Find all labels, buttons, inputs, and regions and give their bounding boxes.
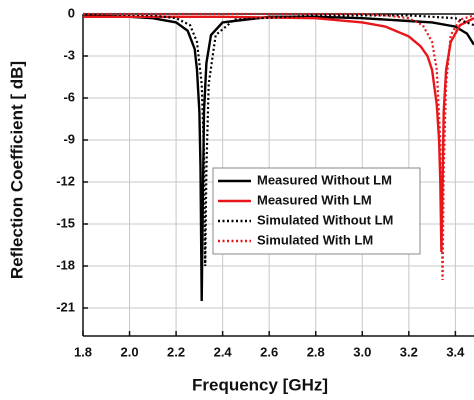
series-line	[82, 12, 474, 267]
x-tick-label: 2.4	[214, 344, 233, 359]
legend-label: Simulated Without LM	[257, 212, 393, 227]
x-tick-label: 2.2	[167, 344, 185, 359]
y-tick-label: -12	[56, 173, 75, 188]
series-line	[83, 15, 474, 253]
legend-box	[212, 167, 421, 255]
y-tick-label: -9	[63, 131, 75, 146]
y-tick-label: -21	[56, 299, 75, 314]
y-tick-label: 0	[68, 5, 75, 20]
series-line	[82, 14, 474, 302]
legend-label: Measured With LM	[257, 192, 372, 207]
y-axis-title: Reflection Coefficient [ dB]	[7, 61, 26, 279]
y-tick-label: -6	[63, 89, 75, 104]
x-axis-title: Frequency [GHz]	[192, 375, 328, 394]
y-tick-label: -15	[56, 215, 75, 230]
y-tick-label: -18	[56, 257, 75, 272]
x-tick-label: 3.4	[446, 344, 465, 359]
series-line	[83, 12, 474, 281]
legend-label: Simulated With LM	[257, 232, 373, 247]
x-tick-label: 2.6	[260, 344, 278, 359]
x-tick-label: 1.8	[74, 344, 92, 359]
x-tick-label: 3.0	[353, 344, 371, 359]
y-tick-label: -3	[63, 47, 75, 62]
x-tick-label: 3.2	[400, 344, 418, 359]
legend-label: Measured Without LM	[257, 172, 392, 187]
x-tick-label: 2.8	[307, 344, 325, 359]
x-tick-label: 2.0	[121, 344, 139, 359]
